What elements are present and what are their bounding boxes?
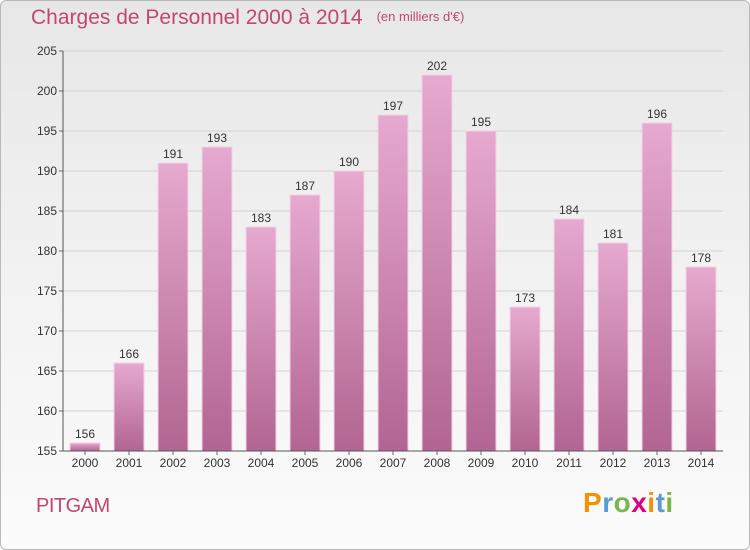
x-tick-label: 2013 [644,456,671,470]
y-tick-label: 175 [37,284,57,298]
x-tick-label: 2001 [116,456,143,470]
bar-2007 [377,114,409,452]
x-tick-label: 2005 [292,456,319,470]
data-label: 191 [163,147,183,161]
data-label: 197 [383,99,403,113]
y-tick-label: 205 [37,44,57,58]
x-tick-label: 2000 [72,456,99,470]
data-label: 156 [75,427,95,441]
data-label: 196 [647,107,667,121]
data-label: 166 [119,347,139,361]
data-label: 190 [339,155,359,169]
data-label: 181 [603,227,623,241]
brand-letter: o [613,487,632,518]
x-tick-label: 2008 [424,456,451,470]
x-tick-label: 2011 [556,456,582,470]
data-label: 202 [427,59,447,73]
axes: 155 160 165 170 175 180 185 190 195 200 205 2000 200… [37,44,723,470]
bar-2001 [113,362,145,452]
brand-letter: r [602,487,614,518]
y-tick-label: 155 [37,444,57,458]
y-tick-label: 180 [37,244,57,258]
bar-2012 [597,242,629,452]
data-labels: 156 166 191 193 183 187 190 197 202 195 173 184 181 1… [75,59,711,441]
bar-2000 [69,442,101,452]
data-label: 184 [559,203,579,217]
data-label: 178 [691,251,711,265]
bar-2008 [421,74,453,452]
x-tick-label: 2004 [248,456,275,470]
bar-2010 [509,306,541,452]
x-tick-label: 2002 [160,456,187,470]
x-tick-label: 2012 [600,456,627,470]
x-tick-label: 2003 [204,456,231,470]
y-tick-label: 200 [37,84,57,98]
brand-letter: i [647,487,656,518]
bar-2002 [157,162,189,452]
commune-name: PITGAM [36,495,110,517]
brand-letter: t [655,487,666,518]
chart-title: Charges de Personnel 2000 à 2014 [31,6,363,29]
data-label: 173 [515,291,535,305]
data-label: 183 [251,211,271,225]
brand-letter: i [665,487,674,518]
bar-2005 [289,194,321,452]
y-tick-label: 185 [37,204,57,218]
chart-unit-subtitle: (en milliers d'€) [376,9,465,24]
bar-2004 [245,226,277,452]
bar-2011 [553,218,585,452]
x-tick-label: 2009 [468,456,495,470]
y-tick-label: 165 [37,364,57,378]
bar-2009 [465,130,497,452]
data-label: 193 [207,131,227,145]
x-tick-label: 2007 [380,456,407,470]
bar-2014 [685,266,717,452]
x-tick-label: 2014 [688,456,715,470]
bar-2006 [333,170,365,452]
data-label: 195 [471,115,491,129]
x-tick-label: 2006 [336,456,363,470]
title-row: Charges de Personnel 2000 à 2014 (en mill… [31,6,464,30]
y-tick-label: 190 [37,164,57,178]
proxiti-logo: Proxiti [583,487,674,519]
x-tick-label: 2010 [512,456,539,470]
bars [69,74,717,452]
data-label: 187 [295,179,315,193]
brand-letter: P [583,487,603,518]
y-tick-label: 195 [37,124,57,138]
brand-letter: x [631,487,648,518]
bar-2003 [201,146,233,452]
bar-2013 [641,122,673,452]
y-tick-label: 170 [37,324,57,338]
y-tick-label: 160 [37,404,57,418]
